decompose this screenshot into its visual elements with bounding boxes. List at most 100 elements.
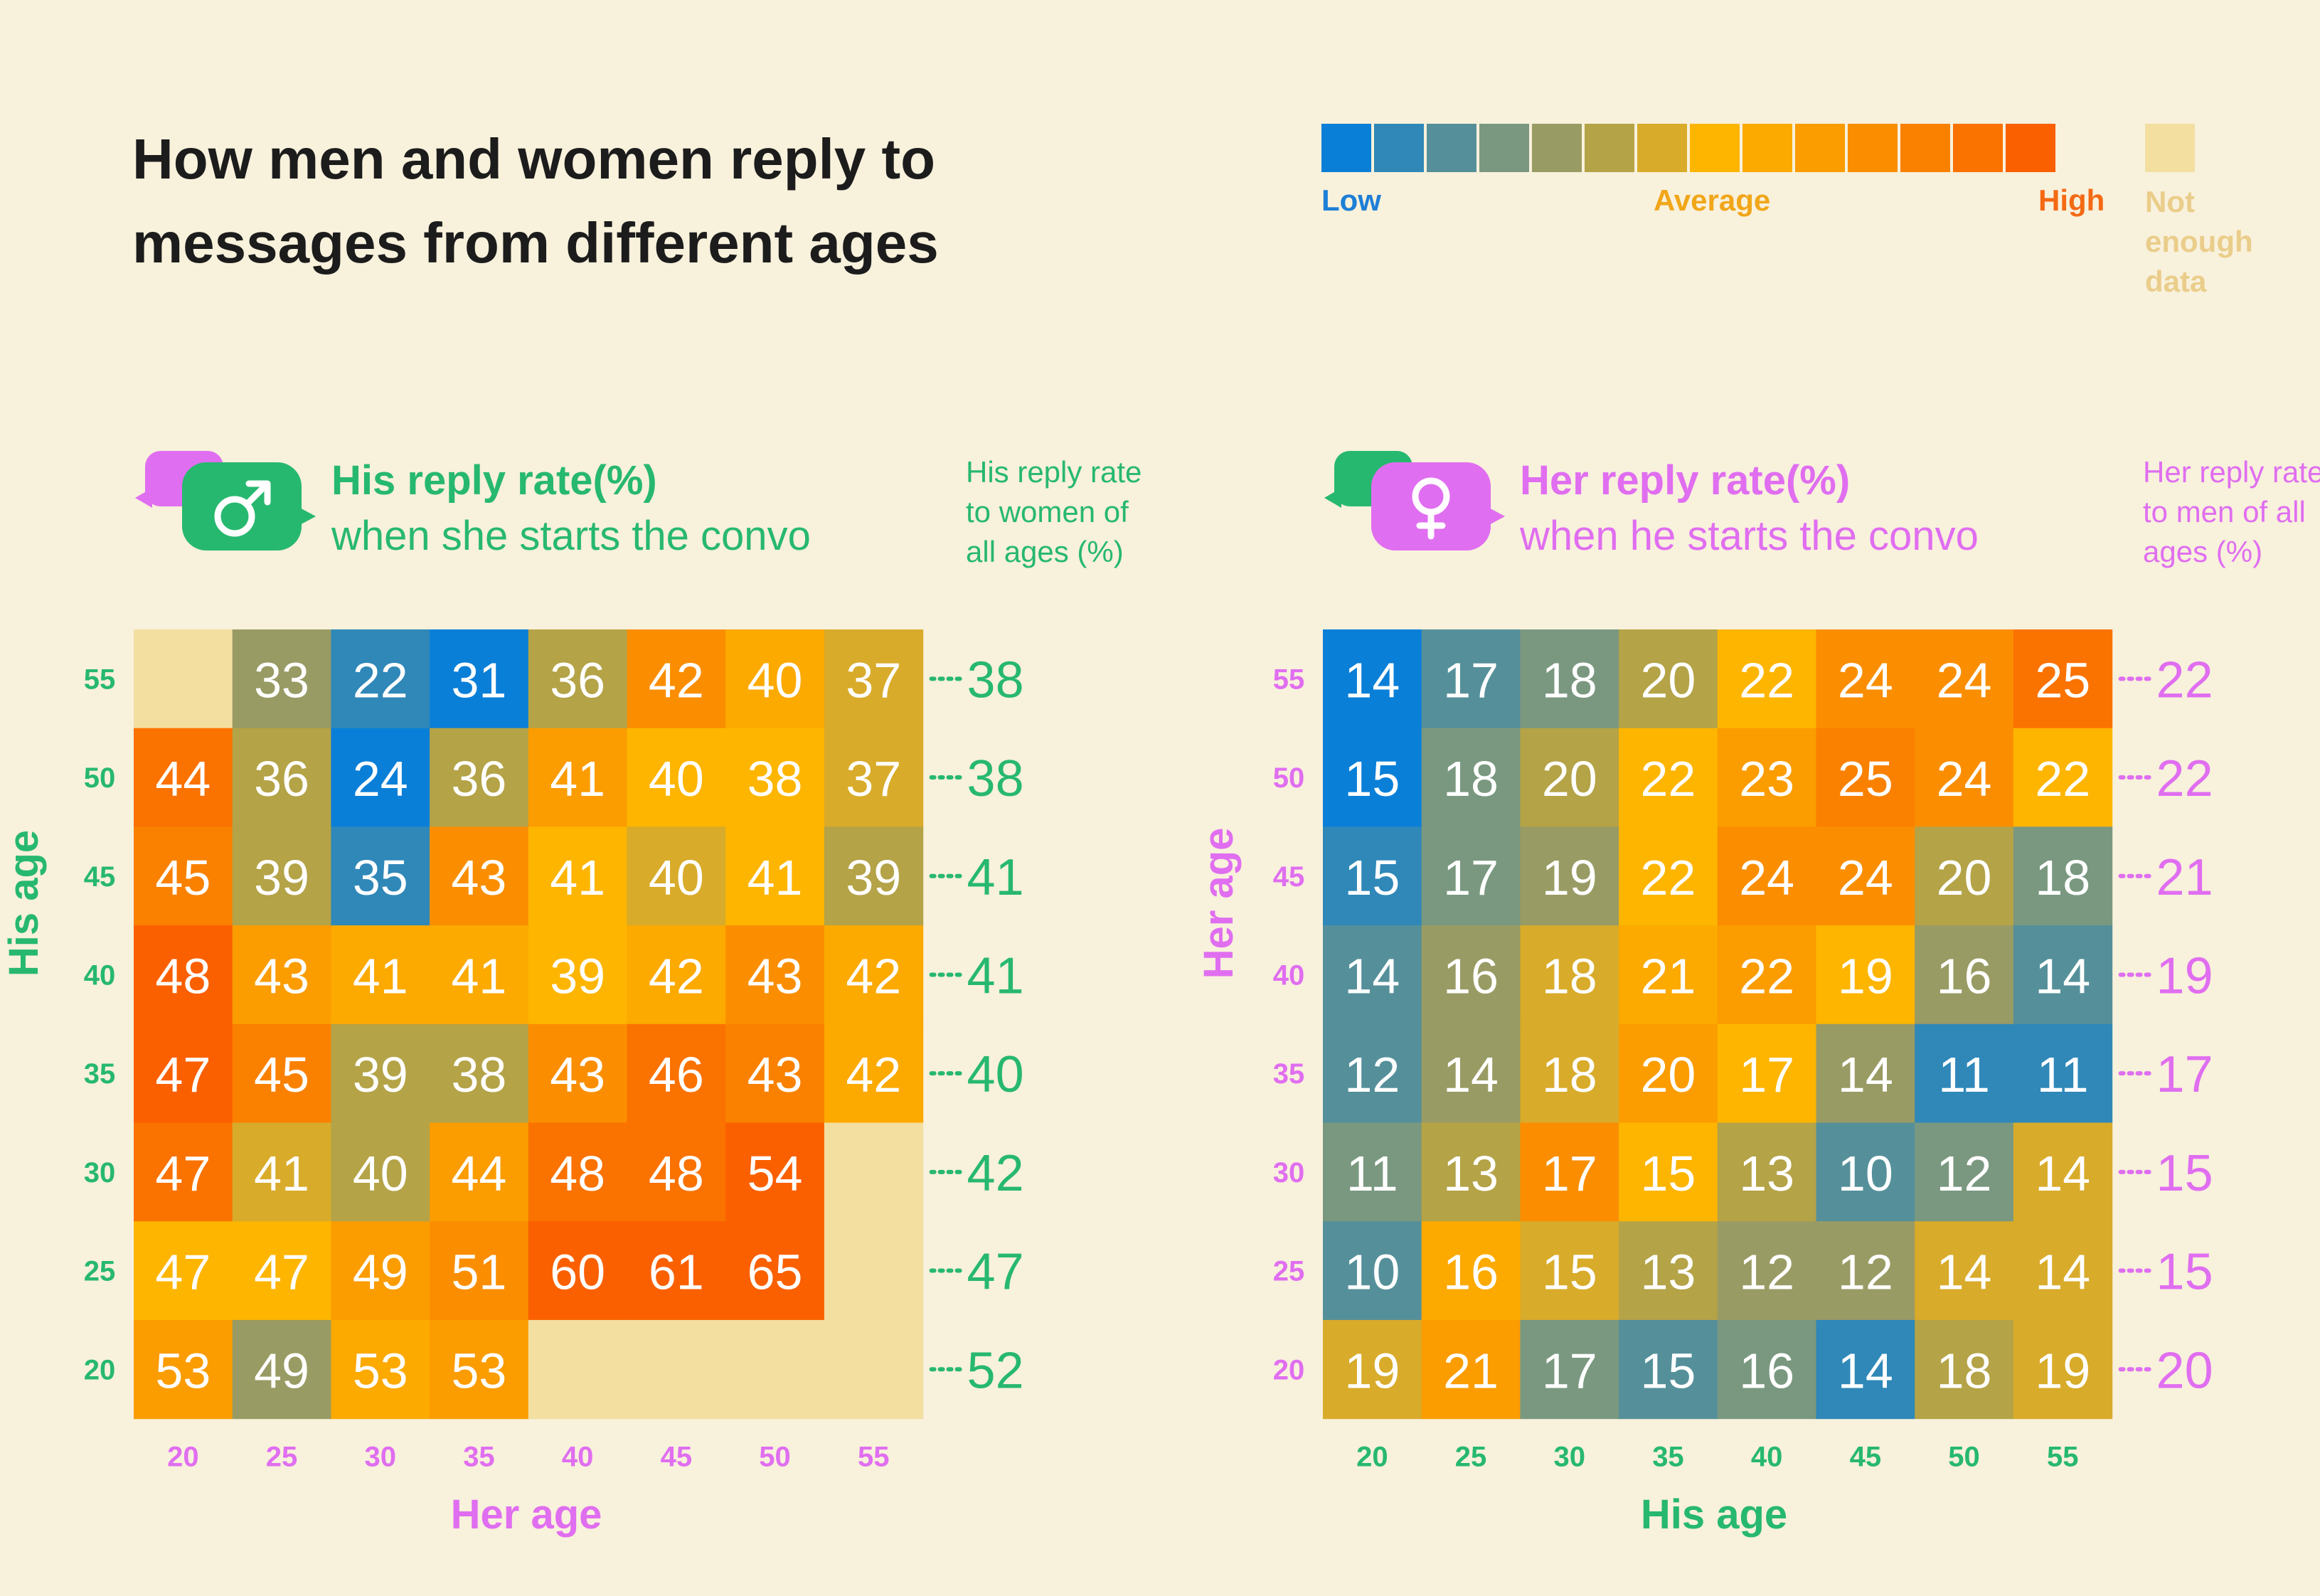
right-cell-label: 14 bbox=[2035, 1146, 2090, 1201]
right-cell bbox=[1816, 1122, 1915, 1222]
right-cell-label: 22 bbox=[1641, 751, 1696, 807]
right-cell-label: 24 bbox=[1838, 850, 1893, 905]
left-x-axis-title: Her age bbox=[450, 1491, 602, 1538]
legend-swatch bbox=[1795, 124, 1845, 172]
left-cell-label: 47 bbox=[155, 1146, 211, 1201]
right-cell-label: 18 bbox=[2035, 850, 2090, 905]
right-cell-label: 19 bbox=[1838, 948, 1893, 1004]
right-cell-label: 24 bbox=[1739, 850, 1794, 905]
right-cell bbox=[1915, 1319, 2014, 1420]
right-side-note: Her reply rate to men of all ages (%) bbox=[2143, 455, 2320, 568]
right-row-total-label: 22 bbox=[2156, 651, 2213, 708]
left-cell bbox=[627, 1221, 726, 1321]
left-cell bbox=[134, 1122, 233, 1222]
right-row-total-label: 17 bbox=[2156, 1046, 2213, 1103]
left-heading: His reply rate(%) when she starts the co… bbox=[331, 453, 811, 564]
left-cell-label: 39 bbox=[254, 850, 309, 905]
left-cell bbox=[725, 826, 825, 926]
right-cell bbox=[1816, 629, 1915, 729]
title-line-2: messages from different ages bbox=[132, 211, 939, 275]
left-cell bbox=[528, 728, 628, 827]
right-cell-label: 25 bbox=[2035, 652, 2090, 708]
left-cell bbox=[627, 1023, 726, 1124]
right-cell-label: 24 bbox=[1937, 751, 1992, 807]
left-cell bbox=[430, 826, 529, 926]
right-cell-label: 14 bbox=[1838, 1343, 1893, 1398]
left-cell-label: 37 bbox=[846, 652, 901, 708]
right-row-total-label: 19 bbox=[2156, 947, 2213, 1004]
left-x-tick-label: 40 bbox=[562, 1442, 594, 1473]
left-cell-label: 53 bbox=[155, 1343, 211, 1398]
right-cell-label: 20 bbox=[1937, 850, 1992, 905]
left-row-total-label: 42 bbox=[967, 1145, 1024, 1202]
left-x-tick-label: 30 bbox=[365, 1442, 397, 1473]
right-cell-label: 11 bbox=[1938, 1047, 1990, 1102]
left-cell-label: 61 bbox=[649, 1245, 704, 1300]
left-cell-label: 22 bbox=[353, 652, 408, 708]
left-x-tick-label: 35 bbox=[463, 1442, 495, 1473]
left-cell-label: 42 bbox=[649, 652, 704, 708]
right-y-tick-label: 45 bbox=[1273, 861, 1305, 893]
page-title: How men and women reply to messages from… bbox=[132, 117, 939, 285]
left-cell bbox=[430, 925, 529, 1025]
left-cell-label: 43 bbox=[550, 1047, 605, 1102]
male-chat-icon bbox=[135, 447, 316, 553]
left-cell-label: 49 bbox=[254, 1343, 309, 1398]
legend-not-enough-label: Not enough data bbox=[2145, 185, 2253, 298]
right-cell-label: 22 bbox=[2035, 751, 2090, 807]
legend-swatch bbox=[1321, 124, 1371, 172]
right-y-tick-label: 40 bbox=[1273, 959, 1305, 991]
right-cell-label: 15 bbox=[1344, 850, 1400, 905]
right-cell-label: 19 bbox=[1542, 850, 1597, 905]
legend-low-label: Low bbox=[1321, 183, 1381, 217]
left-cell bbox=[824, 925, 924, 1025]
left-row-total-label: 40 bbox=[967, 1046, 1024, 1103]
left-cell bbox=[528, 1319, 628, 1420]
right-cell-label: 17 bbox=[1542, 1343, 1597, 1398]
left-cell bbox=[331, 925, 430, 1025]
left-cell-label: 48 bbox=[649, 1146, 704, 1201]
left-cell-label: 42 bbox=[846, 948, 901, 1004]
left-cell bbox=[627, 925, 726, 1025]
legend-swatch bbox=[1427, 124, 1476, 172]
right-y-tick-label: 50 bbox=[1273, 762, 1305, 794]
right-cell-label: 12 bbox=[1937, 1146, 1992, 1201]
left-cell-label: 60 bbox=[550, 1245, 605, 1300]
right-cell-label: 22 bbox=[1641, 850, 1696, 905]
right-cell-label: 13 bbox=[1443, 1146, 1499, 1201]
right-cell-label: 14 bbox=[1838, 1047, 1893, 1102]
left-cell-label: 43 bbox=[747, 948, 803, 1004]
left-cell-label: 33 bbox=[254, 652, 309, 708]
right-cell bbox=[1816, 1319, 1915, 1420]
legend-not-enough-swatch bbox=[2145, 124, 2195, 172]
left-cell-label: 53 bbox=[452, 1343, 507, 1398]
left-cell bbox=[430, 1023, 529, 1124]
right-y-tick-label: 30 bbox=[1273, 1157, 1305, 1188]
right-cell bbox=[1717, 826, 1817, 926]
left-y-tick-label: 30 bbox=[84, 1157, 116, 1188]
right-cell-label: 18 bbox=[1443, 751, 1499, 807]
left-cell bbox=[725, 1319, 825, 1420]
right-x-tick-label: 35 bbox=[1652, 1442, 1684, 1473]
left-y-tick-label: 25 bbox=[84, 1256, 116, 1287]
left-cell-label: 46 bbox=[649, 1047, 704, 1102]
left-y-tick-label: 35 bbox=[84, 1058, 116, 1090]
left-cell-label: 43 bbox=[254, 948, 309, 1004]
right-cell bbox=[1816, 925, 1915, 1025]
right-y-tick-label: 55 bbox=[1273, 664, 1305, 695]
left-cell bbox=[232, 728, 331, 827]
left-cell bbox=[725, 629, 825, 729]
left-cell bbox=[232, 1023, 331, 1124]
left-cell bbox=[528, 1122, 628, 1222]
right-cell-label: 19 bbox=[2035, 1343, 2090, 1398]
left-cell-label: 43 bbox=[747, 1047, 803, 1102]
right-cell bbox=[1323, 1221, 1422, 1321]
left-cell bbox=[528, 1221, 628, 1321]
right-x-tick-label: 45 bbox=[1850, 1442, 1882, 1473]
left-cell bbox=[232, 1319, 331, 1420]
left-cell-label: 43 bbox=[452, 850, 507, 905]
left-cell bbox=[331, 629, 430, 729]
legend-swatch bbox=[1690, 124, 1740, 172]
right-cell bbox=[1816, 728, 1915, 827]
right-cell bbox=[1520, 925, 1619, 1025]
